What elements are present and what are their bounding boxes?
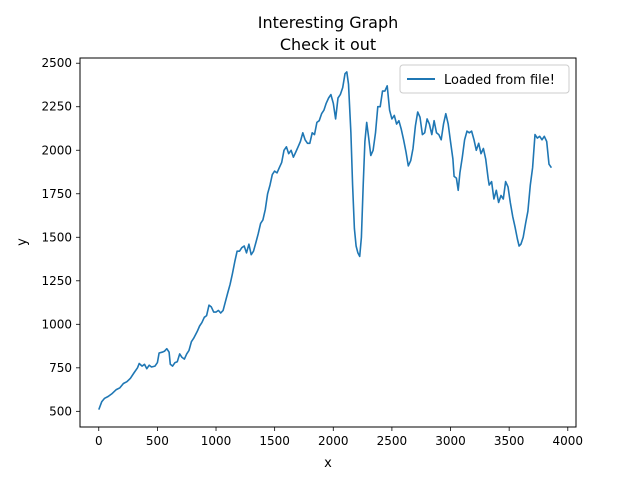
x-tick-label: 0 [95,434,103,448]
x-tick-label: 1000 [201,434,232,448]
y-tick-label: 1500 [41,230,72,244]
x-tick-label: 4000 [553,434,584,448]
chart-subtitle: Check it out [280,35,376,54]
chart-title: Interesting Graph [258,13,399,32]
legend-label: Loaded from file! [444,73,555,88]
y-tick-label: 750 [49,361,72,375]
x-axis-label: x [324,456,332,471]
x-tick-label: 3500 [494,434,525,448]
x-tick-label: 500 [146,434,169,448]
y-tick-label: 1000 [41,317,72,331]
x-tick-label: 3000 [435,434,466,448]
y-tick-label: 1250 [41,274,72,288]
y-tick-label: 2000 [41,143,72,157]
x-tick-label: 1500 [259,434,290,448]
legend-box [399,64,570,94]
legend: Loaded from file! [399,64,570,94]
y-tick-label: 2500 [41,56,72,70]
y-tick-label: 1750 [41,187,72,201]
series-line [98,71,553,410]
y-tick-label: 500 [49,404,72,418]
axis-ticks: 0 500 1000 1500 2000 2500 3000 3500 4000 500 750 10… [41,56,583,448]
x-tick-label: 2000 [318,434,349,448]
y-tick-label: 2250 [41,100,72,114]
axes-frame [79,57,577,428]
x-tick-label: 2500 [377,434,408,448]
y-axis-label: y [15,238,30,246]
plot-area [98,71,553,410]
